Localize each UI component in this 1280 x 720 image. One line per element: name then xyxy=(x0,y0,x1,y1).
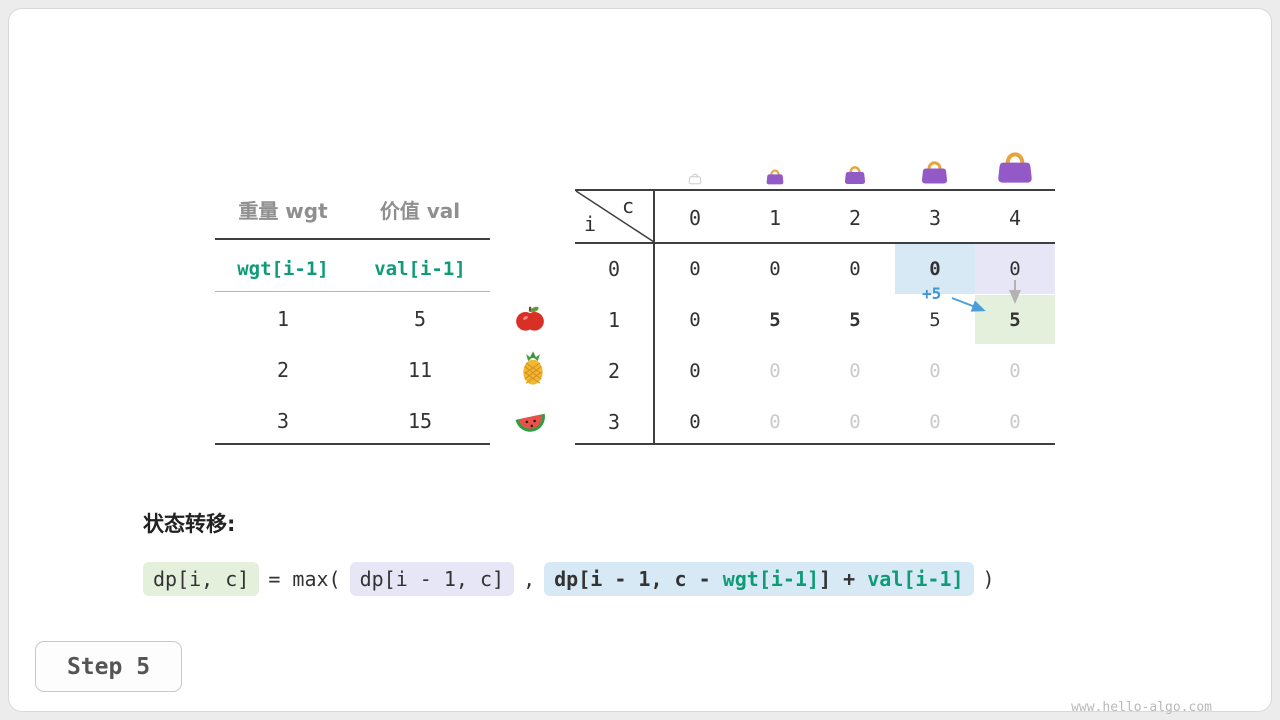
formula-term2-chip: dp[i - 1, c - wgt[i-1]] + val[i-1] xyxy=(544,562,974,596)
step-indicator-label: Step 5 xyxy=(66,653,151,680)
bag-icon-4 xyxy=(994,146,1036,186)
dp-cell-2-3: 0 xyxy=(929,360,941,382)
dp-cell-0-1: 0 xyxy=(769,258,781,280)
dp-cell-3-1: 0 xyxy=(769,411,781,433)
dp-row-label-3: 3 xyxy=(607,410,621,434)
watermelon-icon xyxy=(513,404,549,438)
dp-corner-row-label: i xyxy=(584,212,597,236)
formula-term1-chip: dp[i - 1, c] xyxy=(349,562,515,596)
dp-corner-col-label: c xyxy=(622,194,635,218)
dp-cell-0-3: 0 xyxy=(929,258,941,280)
item-1-weight: 1 xyxy=(276,307,290,331)
item-1-value: 5 xyxy=(413,307,427,331)
items-col-header-val: 价值 val xyxy=(379,199,461,223)
item-2-weight: 2 xyxy=(276,358,290,382)
apple-icon xyxy=(514,302,546,334)
dp-table-bottom-rule xyxy=(575,443,1055,445)
pineapple-icon xyxy=(516,350,550,386)
formula-term2-val: val[i-1] xyxy=(867,567,964,591)
site-watermark: www.hello-algo.com xyxy=(1071,700,1212,715)
bag-icon-3 xyxy=(918,156,951,186)
dp-cell-2-0: 0 xyxy=(689,360,701,382)
bag-icon-1 xyxy=(764,166,786,186)
items-formula-wgt: wgt[i-1] xyxy=(237,258,329,280)
step-indicator-button[interactable]: Step 5 xyxy=(35,641,182,692)
item-3-value: 15 xyxy=(407,409,433,433)
dp-cell-3-4: 0 xyxy=(1009,411,1021,433)
dp-cell-3-3: 0 xyxy=(929,411,941,433)
transition-value-annotation: +5 xyxy=(922,284,942,303)
dp-cell-1-1: 5 xyxy=(769,309,781,331)
dp-cell-2-2: 0 xyxy=(849,360,861,382)
item-2-value: 11 xyxy=(407,358,433,382)
dp-col-header-4: 4 xyxy=(1008,206,1022,230)
dp-cell-0-0: 0 xyxy=(689,258,701,280)
formula-term2-wgt: wgt[i-1] xyxy=(722,567,820,591)
items-table-inner-divider xyxy=(215,291,490,292)
dp-row-label-2: 2 xyxy=(607,359,621,383)
dp-cell-1-4: 5 xyxy=(1009,309,1021,331)
dp-cell-1-2: 5 xyxy=(849,309,861,331)
dp-cell-2-1: 0 xyxy=(769,360,781,382)
bag-icon-0 xyxy=(688,171,702,185)
state-transition-formula: dp[i, c] = max( dp[i - 1, c] , dp[i - 1,… xyxy=(143,562,1004,596)
dp-cell-highlight-source-left xyxy=(895,244,975,294)
items-formula-val: val[i-1] xyxy=(374,258,466,280)
dp-col-header-0: 0 xyxy=(688,206,702,230)
dp-cell-1-3: 5 xyxy=(929,309,941,331)
items-table-header-divider xyxy=(215,238,490,240)
formula-equals-max: = max( xyxy=(268,567,341,591)
dp-row-label-1: 1 xyxy=(607,308,621,332)
formula-close-paren: ) xyxy=(982,567,995,591)
dp-row-label-0: 0 xyxy=(607,257,621,281)
dp-cell-1-0: 0 xyxy=(689,309,701,331)
dp-cell-0-4: 0 xyxy=(1009,258,1021,280)
formula-lhs-chip: dp[i, c] xyxy=(143,562,260,596)
dp-table-vertical-rule xyxy=(653,189,655,445)
formula-term2-part3: ] + xyxy=(819,567,868,591)
dp-cell-2-4: 0 xyxy=(1009,360,1021,382)
dp-cell-3-2: 0 xyxy=(849,411,861,433)
dp-cell-0-2: 0 xyxy=(849,258,861,280)
transition-section-label: 状态转移: xyxy=(143,512,236,536)
dp-table-top-rule xyxy=(575,189,1055,191)
items-table-bottom-divider xyxy=(215,443,490,445)
formula-term2-part1: dp[i - 1, c - xyxy=(554,567,723,591)
dp-col-header-3: 3 xyxy=(928,206,942,230)
item-3-weight: 3 xyxy=(276,409,290,433)
items-col-header-wgt: 重量 wgt xyxy=(238,199,328,223)
dp-col-header-2: 2 xyxy=(848,206,862,230)
formula-comma: , xyxy=(523,567,536,591)
dp-table-header-rule xyxy=(575,242,1055,244)
dp-col-header-1: 1 xyxy=(768,206,782,230)
dp-cell-3-0: 0 xyxy=(689,411,701,433)
bag-icon-2 xyxy=(842,162,868,186)
